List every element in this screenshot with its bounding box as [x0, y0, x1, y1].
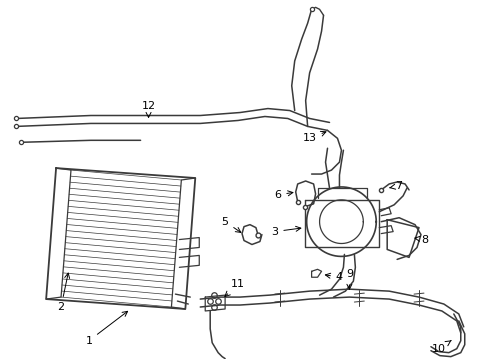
Text: 8: 8 [414, 234, 427, 244]
Text: 12: 12 [141, 100, 155, 117]
Text: 5: 5 [221, 217, 240, 233]
Text: 1: 1 [85, 311, 127, 346]
Text: 9: 9 [345, 269, 352, 289]
Text: 6: 6 [274, 190, 292, 200]
Text: 4: 4 [325, 272, 342, 282]
Text: 3: 3 [271, 226, 300, 237]
Text: 7: 7 [389, 181, 402, 191]
Text: 2: 2 [58, 273, 69, 312]
Text: 13: 13 [302, 131, 325, 143]
Text: 11: 11 [224, 279, 244, 296]
Text: 10: 10 [431, 341, 450, 354]
